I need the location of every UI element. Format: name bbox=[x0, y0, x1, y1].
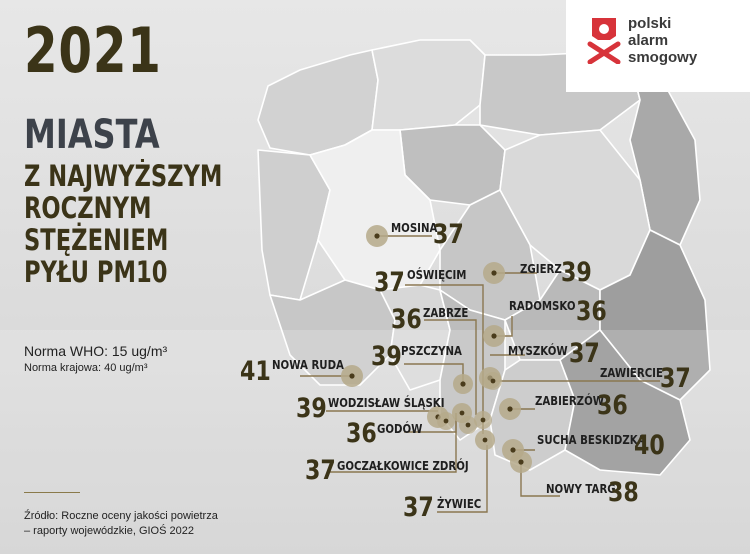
city-label: NOWY TARG bbox=[546, 482, 616, 496]
marker-radomsko bbox=[483, 325, 505, 347]
city-value: 37 bbox=[374, 267, 405, 298]
city-value: 38 bbox=[608, 477, 639, 508]
source-line: – raporty wojewódzkie, GIOŚ 2022 bbox=[24, 525, 194, 537]
marker-mosina bbox=[366, 225, 388, 247]
city-value: 37 bbox=[305, 455, 336, 486]
city-label: PSZCZYNA bbox=[401, 344, 462, 358]
city-value: 39 bbox=[371, 341, 402, 372]
city-label: ZAWIERCIE bbox=[600, 366, 663, 380]
marker-nowa-ruda bbox=[341, 365, 363, 387]
subtitle-line: ROCZNYM bbox=[24, 191, 152, 225]
city-value: 39 bbox=[296, 393, 327, 424]
city-label: ZABIERZÓW bbox=[535, 394, 605, 408]
source-line: Źródło: Roczne oceny jakości powietrza bbox=[24, 510, 218, 522]
marker-godow bbox=[437, 412, 455, 430]
title-year: 2021 bbox=[24, 14, 162, 87]
city-value: 36 bbox=[346, 418, 377, 449]
city-markers bbox=[341, 225, 532, 473]
subtitle-line: STĘŻENIEM bbox=[24, 223, 169, 257]
city-value: 37 bbox=[569, 338, 600, 369]
marker-zabrze bbox=[453, 374, 473, 394]
city-value: 36 bbox=[391, 304, 422, 335]
smog-alarm-logo-icon bbox=[587, 18, 621, 64]
subtitle-line: PYŁU PM10 bbox=[24, 255, 168, 289]
city-label: OŚWIĘCIM bbox=[407, 268, 467, 282]
city-label: SUCHA BESKIDZKA bbox=[537, 433, 646, 447]
source-note: Źródło: Roczne oceny jakości powietrza –… bbox=[24, 509, 218, 539]
logo-text: polski alarm smogowy bbox=[628, 15, 697, 66]
marker-zawiercie bbox=[484, 372, 502, 390]
city-label: WODZISŁAW ŚLĄSKI bbox=[328, 396, 445, 410]
city-label: ŻYWIEC bbox=[437, 497, 482, 511]
logo-line: alarm bbox=[628, 32, 669, 49]
norm-who: Norma WHO: 15 ug/m³ bbox=[24, 343, 168, 359]
city-value: 37 bbox=[660, 363, 691, 394]
logo-line: smogowy bbox=[628, 49, 698, 66]
bottom-fade bbox=[0, 330, 750, 554]
city-value: 36 bbox=[576, 296, 607, 327]
logo-box: polski alarm smogowy bbox=[566, 0, 750, 92]
city-value: 37 bbox=[433, 219, 464, 250]
city-value: 36 bbox=[597, 390, 628, 421]
city-label: ZGIERZ bbox=[520, 262, 562, 276]
marker-goczalkowice bbox=[459, 416, 477, 434]
subtitle-line: Z NAJWYŻSZYM bbox=[24, 159, 223, 193]
city-label: ZABRZE bbox=[423, 306, 469, 320]
city-value: 40 bbox=[634, 430, 665, 461]
title-main: MIASTA bbox=[24, 112, 160, 158]
city-label: NOWA RUDA bbox=[272, 358, 344, 372]
city-label: RADOMSKO bbox=[509, 299, 576, 313]
region-podkarpackie bbox=[559, 329, 691, 476]
city-label: MOSINA bbox=[391, 221, 438, 235]
marker-zgierz bbox=[483, 262, 505, 284]
marker-oswiecim bbox=[474, 411, 492, 429]
city-label: GOCZAŁKOWICE ZDRÓJ bbox=[337, 459, 469, 473]
voivodeship-regions bbox=[257, 39, 711, 476]
city-label: MYSZKÓW bbox=[508, 344, 568, 358]
marker-zabierzow bbox=[499, 398, 521, 420]
city-value: 37 bbox=[403, 492, 434, 523]
marker-zywiec bbox=[475, 430, 495, 450]
marker-nowy-targ bbox=[510, 451, 532, 473]
title-subtitle: Z NAJWYŻSZYM ROCZNYM STĘŻENIEM PYŁU PM10 bbox=[24, 160, 222, 288]
city-value: 41 bbox=[240, 356, 271, 387]
region-pomorskie bbox=[371, 39, 486, 131]
norm-national: Norma krajowa: 40 ug/m³ bbox=[24, 362, 148, 374]
source-divider bbox=[24, 492, 80, 493]
logo-line: polski bbox=[628, 15, 672, 32]
city-label: GODÓW bbox=[377, 422, 423, 436]
city-value: 39 bbox=[561, 257, 592, 288]
